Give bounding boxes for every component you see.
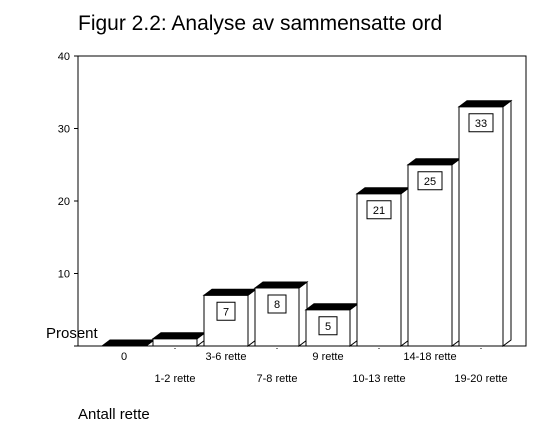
- y-tick-label: 30: [58, 124, 70, 136]
- bar-top: [304, 303, 360, 311]
- bar: [407, 164, 453, 347]
- bar-top: [355, 187, 411, 195]
- bar-top: [100, 339, 156, 347]
- bar: [152, 338, 198, 347]
- category-label: 14-18 rette: [403, 351, 456, 363]
- data-label: 21: [373, 205, 385, 217]
- bar-top: [406, 158, 462, 166]
- bar-top: [151, 332, 207, 340]
- y-tick-label: 20: [58, 196, 70, 208]
- data-label-box: [366, 200, 392, 220]
- data-label-box: [216, 301, 236, 321]
- category-label: 1-2 rette: [155, 373, 196, 385]
- category-label: 10-13 rette: [352, 373, 405, 385]
- data-label-box: [267, 294, 287, 314]
- x-axis-label: Antall rette: [78, 406, 150, 423]
- bar-top: [202, 288, 258, 296]
- category-label: 0: [121, 351, 127, 363]
- y-tick-label: 40: [58, 51, 70, 63]
- bar-top: [457, 100, 513, 108]
- y-axis-label: Prosent: [46, 325, 98, 342]
- category-label: 9 rette: [312, 351, 343, 363]
- data-label-box: [417, 171, 443, 191]
- category-label: 7-8 rette: [257, 373, 298, 385]
- data-label: 7: [223, 306, 229, 318]
- data-label: 25: [424, 176, 436, 188]
- category-label: 3-6 rette: [206, 351, 247, 363]
- data-label-box: [318, 316, 338, 336]
- category-label: 19-20 rette: [454, 373, 507, 385]
- bar-side: [502, 99, 512, 347]
- data-label-box: [468, 113, 494, 133]
- chart-title: Figur 2.2: Analyse av sammensatte ord: [78, 12, 443, 35]
- y-tick-label: 10: [58, 269, 70, 281]
- data-label: 33: [475, 118, 487, 130]
- bar-top: [253, 281, 309, 289]
- bar: [458, 106, 504, 347]
- data-label: 5: [325, 321, 331, 333]
- data-label: 8: [274, 299, 280, 311]
